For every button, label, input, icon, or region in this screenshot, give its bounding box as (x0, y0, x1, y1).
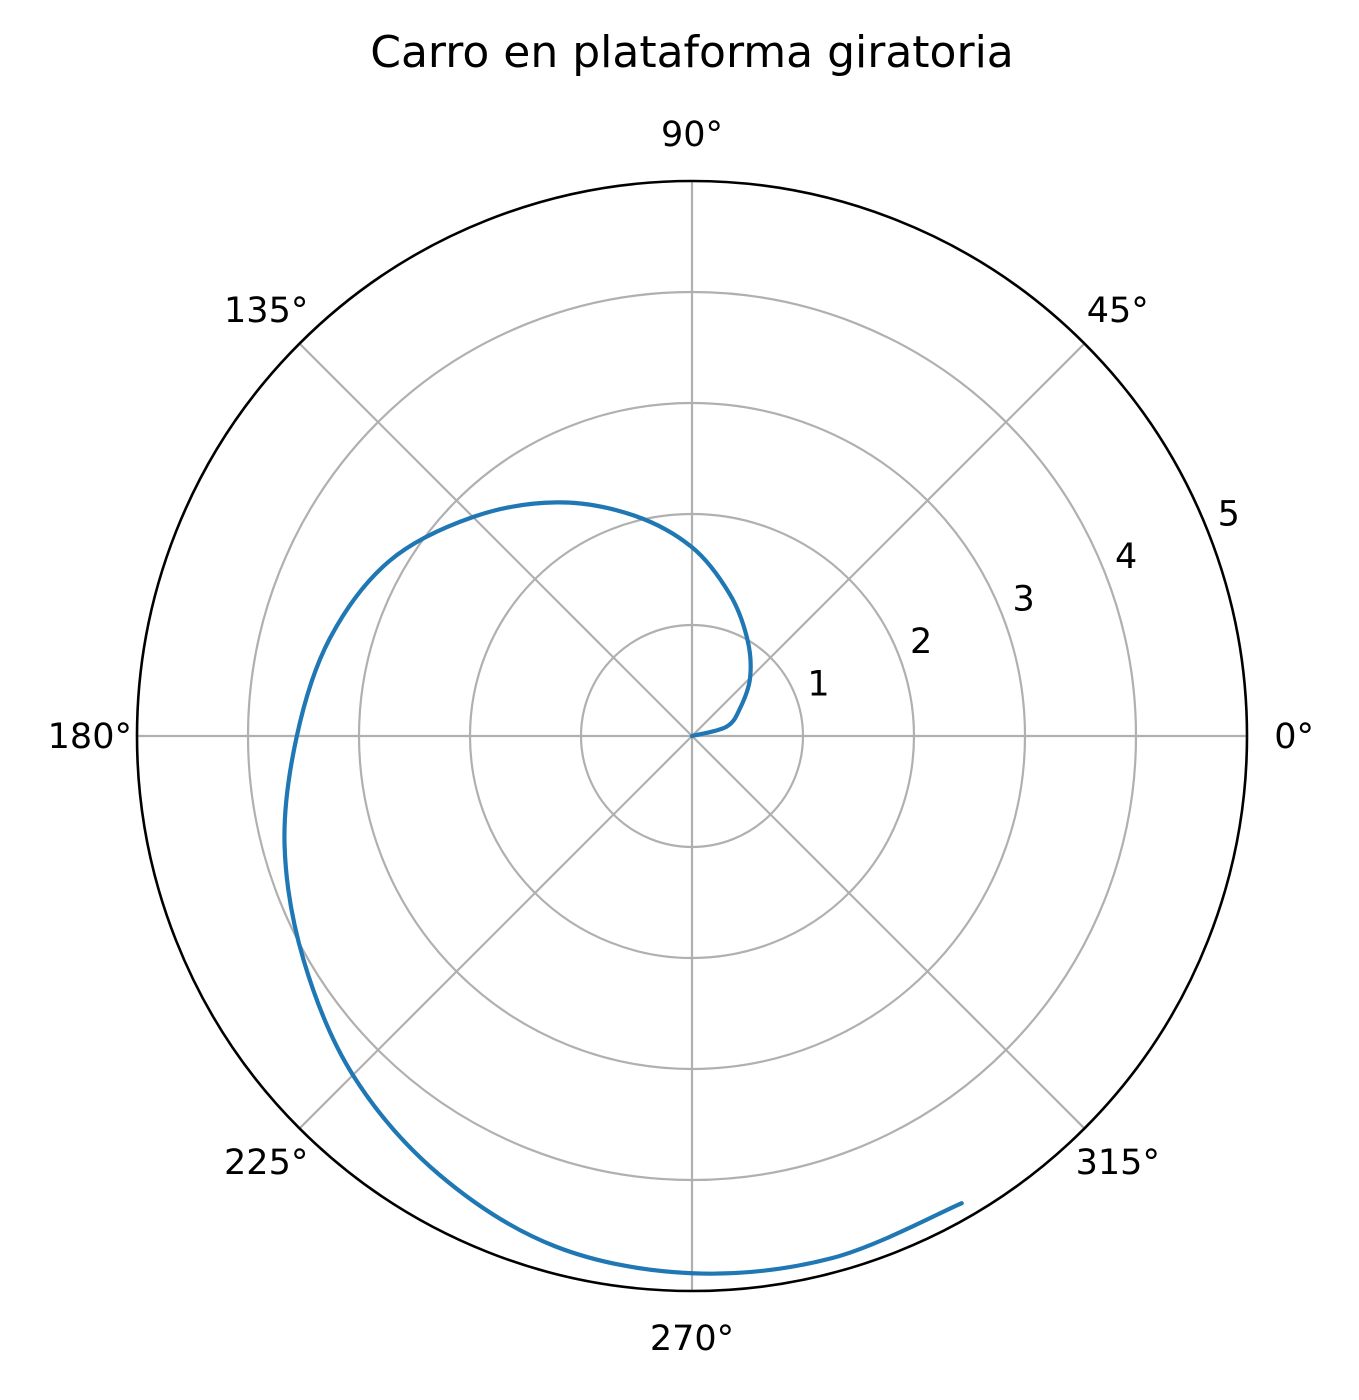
theta-tick-label-315: 315° (1076, 1143, 1160, 1183)
theta-gridline-225 (298, 735, 693, 1130)
theta-tick-label-90: 90° (661, 115, 723, 155)
r-tick-label-2: 2 (910, 622, 932, 662)
r-tick-label-5: 5 (1218, 495, 1240, 535)
theta-tick-label-225: 225° (224, 1143, 308, 1183)
theta-tick-label-45: 45° (1087, 291, 1149, 331)
tick-labels: 0° 45° 90° 135° 180° 225° 270° 315° 1 2 3 4 5 (48, 115, 1314, 1359)
r-tick-label-3: 3 (1013, 580, 1035, 620)
r-tick-label-1: 1 (807, 665, 829, 705)
series-layer (282, 500, 964, 1276)
theta-tick-label-135: 135° (224, 291, 308, 331)
series-line-0 (282, 500, 964, 1276)
r-tick-label-4: 4 (1115, 537, 1137, 577)
theta-tick-label-0: 0° (1274, 717, 1314, 757)
theta-tick-label-270: 270° (650, 1319, 734, 1359)
polar-frame (135, 179, 1249, 1293)
theta-gridline-315 (691, 735, 1086, 1130)
theta-gridline-135 (298, 342, 693, 737)
chart-title: Carro en plataforma giratoria (370, 27, 1014, 78)
theta-gridline-45 (691, 342, 1086, 737)
polar-grid (137, 181, 1247, 1291)
theta-tick-label-180: 180° (48, 717, 132, 757)
